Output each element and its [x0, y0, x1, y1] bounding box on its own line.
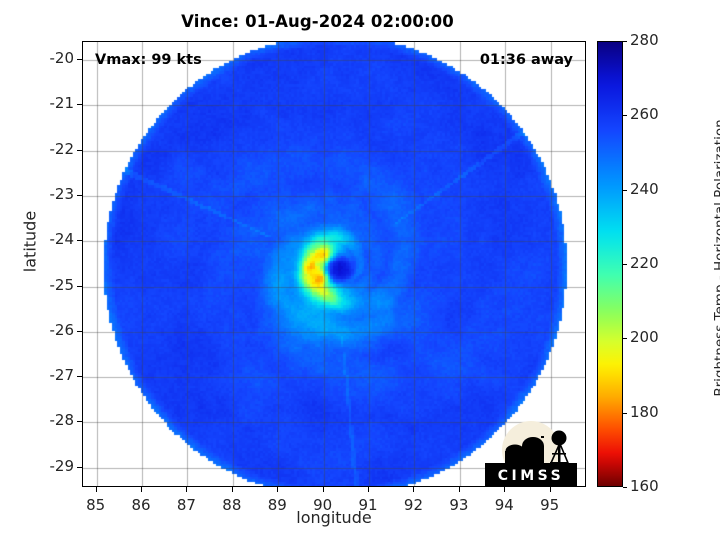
colorbar-tick-label: 160	[630, 477, 659, 495]
x-tick-mark	[458, 487, 460, 492]
x-tick-mark	[413, 487, 415, 492]
x-tick-mark	[504, 487, 506, 492]
map-plot-area: Vmax: 99 kts 01:36 away CIMSS	[82, 41, 586, 487]
x-tick-mark	[186, 487, 188, 492]
y-tick-mark	[77, 421, 82, 423]
page-title: Vince: 01-Aug-2024 02:00:00	[181, 12, 454, 31]
y-tick-label: -21	[49, 94, 75, 113]
y-tick-label: -29	[49, 456, 75, 475]
x-tick-mark	[231, 487, 233, 492]
y-tick-mark	[77, 104, 82, 106]
colorbar-tick-mark	[623, 189, 627, 191]
colorbar-tick-label: 180	[630, 402, 659, 421]
cimss-logo-icon: CIMSS	[485, 421, 577, 486]
y-tick-label: -24	[49, 230, 75, 249]
y-tick-mark	[77, 376, 82, 378]
colorbar-tick-mark	[623, 338, 627, 340]
x-tick-mark	[368, 487, 370, 492]
x-tick-mark	[322, 487, 324, 492]
y-tick-label: -28	[49, 411, 75, 430]
colorbar-tick-mark	[623, 412, 627, 414]
x-tick-label: 92	[403, 496, 423, 514]
y-tick-mark	[77, 240, 82, 242]
x-tick-label: 94	[494, 496, 514, 514]
x-tick-label: 85	[86, 496, 106, 514]
x-tick-label: 90	[313, 496, 333, 514]
x-tick-label: 95	[540, 496, 560, 514]
x-axis-label: longitude	[296, 508, 372, 527]
colorbar	[597, 41, 623, 487]
y-tick-mark	[77, 194, 82, 196]
colorbar-tick-mark	[623, 487, 627, 488]
colorbar-tick-label: 240	[630, 179, 659, 198]
colorbar-tick-label: 200	[630, 328, 659, 347]
colorbar-gradient	[598, 42, 622, 486]
colorbar-tick-mark	[623, 264, 627, 265]
brightness-temperature-image	[83, 42, 585, 486]
y-tick-label: -25	[49, 275, 75, 294]
colorbar-tick-label: 280	[630, 31, 659, 49]
colorbar-tick-label: 260	[630, 105, 659, 124]
y-tick-label: -22	[49, 139, 75, 158]
x-tick-mark	[141, 487, 143, 492]
x-tick-label: 89	[267, 496, 287, 514]
colorbar-tick-mark	[623, 115, 627, 117]
x-tick-label: 87	[176, 496, 196, 514]
x-tick-mark	[95, 487, 97, 492]
y-tick-label: -23	[49, 184, 75, 203]
y-tick-mark	[77, 59, 82, 61]
x-tick-label: 88	[222, 496, 242, 514]
x-tick-label: 86	[131, 496, 151, 514]
colorbar-tick-label: 220	[630, 254, 659, 272]
y-tick-label: -27	[49, 366, 75, 385]
vmax-annotation: Vmax: 99 kts	[95, 52, 202, 68]
x-tick-mark	[277, 487, 279, 492]
y-tick-mark	[77, 149, 82, 151]
time-away-annotation: 01:36 away	[479, 52, 573, 68]
x-tick-mark	[549, 487, 551, 492]
y-axis-label: latitude	[20, 210, 40, 273]
y-tick-mark	[77, 285, 82, 287]
y-tick-mark	[77, 330, 82, 332]
y-tick-mark	[77, 466, 82, 468]
y-tick-label: -20	[49, 49, 75, 68]
cimss-logo-text: CIMSS	[498, 468, 564, 484]
colorbar-tick-mark	[623, 41, 627, 42]
x-tick-label: 91	[358, 496, 378, 514]
x-tick-label: 93	[449, 496, 469, 514]
y-tick-label: -26	[49, 320, 75, 339]
colorbar-label: Brightness Temp - Horizontal Polarizatio…	[712, 119, 720, 397]
